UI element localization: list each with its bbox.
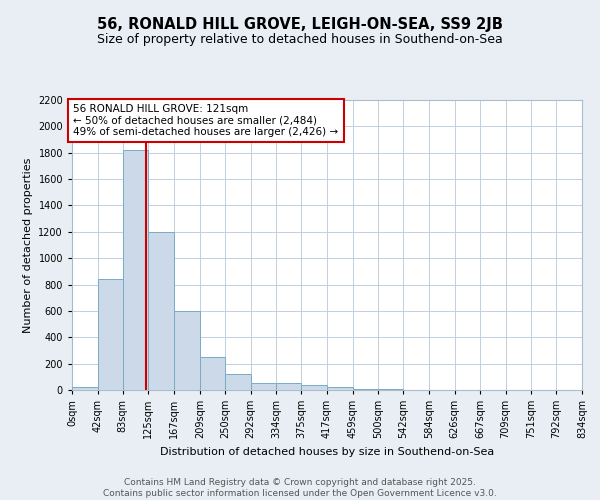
Y-axis label: Number of detached properties: Number of detached properties [23,158,32,332]
Text: Size of property relative to detached houses in Southend-on-Sea: Size of property relative to detached ho… [97,32,503,46]
Bar [225,374,251,390]
Bar [251,384,276,390]
Bar [353,388,378,390]
Bar [72,386,98,390]
Text: 56 RONALD HILL GROVE: 121sqm
← 50% of detached houses are smaller (2,484)
49% of: 56 RONALD HILL GROVE: 121sqm ← 50% of de… [73,104,338,137]
Bar [123,150,148,390]
Bar [98,280,123,390]
Text: Contains HM Land Registry data © Crown copyright and database right 2025.
Contai: Contains HM Land Registry data © Crown c… [103,478,497,498]
Bar [276,384,301,390]
Bar [327,388,353,390]
Bar [200,357,225,390]
Text: 56, RONALD HILL GROVE, LEIGH-ON-SEA, SS9 2JB: 56, RONALD HILL GROVE, LEIGH-ON-SEA, SS9… [97,18,503,32]
Bar [174,311,200,390]
Bar [148,232,174,390]
Bar [301,386,327,390]
X-axis label: Distribution of detached houses by size in Southend-on-Sea: Distribution of detached houses by size … [160,446,494,456]
Bar [378,388,403,390]
